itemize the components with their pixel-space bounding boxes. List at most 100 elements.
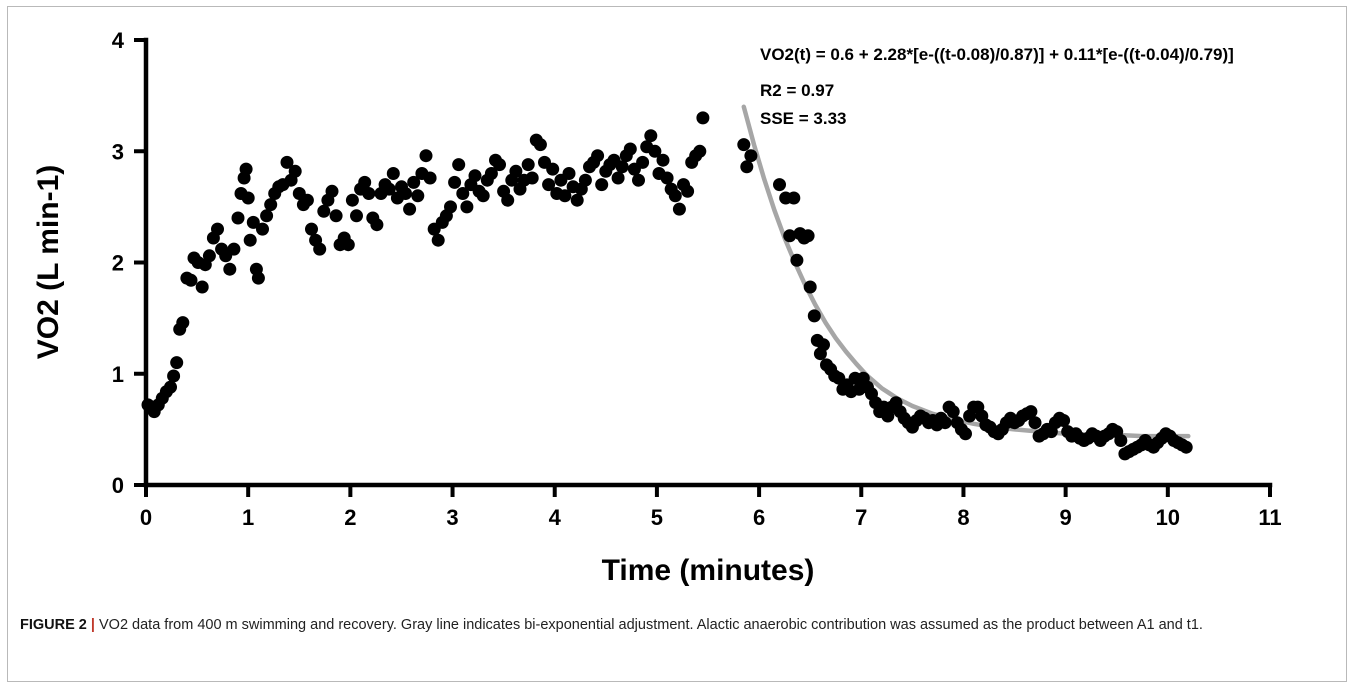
data-point xyxy=(241,191,255,205)
data-point xyxy=(611,171,625,185)
data-point xyxy=(370,218,384,232)
data-point xyxy=(787,191,801,205)
data-point xyxy=(533,138,547,152)
data-point xyxy=(632,173,645,187)
data-point xyxy=(288,164,302,178)
caption-separator: | xyxy=(90,617,95,633)
data-point xyxy=(362,187,376,200)
data-point xyxy=(1028,416,1042,430)
y-tick-label: 0 xyxy=(112,473,124,498)
data-point xyxy=(227,242,241,256)
data-point xyxy=(452,158,466,172)
data-point xyxy=(407,175,421,189)
figure-caption: FIGURE 2 | VO2 data from 400 m swimming … xyxy=(20,615,1330,636)
fit-curve-layer xyxy=(741,104,1191,439)
data-point xyxy=(231,211,245,225)
data-point xyxy=(460,200,474,214)
data-point xyxy=(693,144,707,158)
data-point xyxy=(562,167,576,180)
x-tick-label: 11 xyxy=(1258,505,1281,530)
data-point xyxy=(164,380,177,394)
data-point xyxy=(300,193,314,207)
data-point xyxy=(501,193,515,207)
data-point xyxy=(170,356,184,370)
data-point xyxy=(239,162,253,176)
data-point xyxy=(660,171,674,185)
data-point xyxy=(350,209,363,223)
x-tick-label: 10 xyxy=(1156,505,1180,530)
data-point xyxy=(790,253,804,267)
data-point xyxy=(246,215,260,229)
data-point xyxy=(456,187,470,200)
data-point xyxy=(195,280,209,294)
vo2-chart: 0 1 2 3 4 5 6 7 8 9 10 11 0 1 2 3 4 Time (minutes) VO2 (… xyxy=(32,28,1282,587)
axes-layer xyxy=(134,37,1273,497)
data-point xyxy=(615,160,629,174)
data-point xyxy=(243,233,257,247)
data-point xyxy=(341,238,355,252)
y-tick-label: 3 xyxy=(112,139,124,164)
fit-curve xyxy=(741,104,1191,439)
x-tick-label: 1 xyxy=(242,505,254,530)
data-point xyxy=(313,242,327,256)
data-point xyxy=(211,222,224,236)
x-tick-label: 2 xyxy=(344,505,356,530)
x-tick-label: 9 xyxy=(1060,505,1072,530)
data-point xyxy=(468,169,482,183)
data-point xyxy=(403,202,417,216)
data-point xyxy=(803,280,817,294)
data-point xyxy=(184,273,198,287)
x-axis-title: Time (minutes) xyxy=(602,554,815,587)
y-tick-label: 1 xyxy=(112,362,124,387)
data-point xyxy=(509,164,523,178)
data-point xyxy=(807,309,821,323)
data-point xyxy=(260,209,274,223)
data-point xyxy=(740,160,754,174)
data-point xyxy=(358,175,372,189)
data-point xyxy=(256,222,269,236)
data-point xyxy=(558,189,572,203)
data-points-layer xyxy=(141,111,1193,461)
data-point xyxy=(423,171,437,185)
data-point xyxy=(382,182,396,196)
data-point xyxy=(773,178,786,192)
data-point xyxy=(525,171,539,185)
x-tick-label: 5 xyxy=(651,505,663,530)
x-tick-label: 8 xyxy=(957,505,969,530)
data-point xyxy=(1179,440,1193,454)
data-point xyxy=(325,184,339,198)
data-point xyxy=(280,155,294,169)
data-point xyxy=(305,222,318,236)
tick-labels-layer: 0 1 2 3 4 5 6 7 8 9 10 11 0 1 2 3 4 xyxy=(112,28,1282,530)
data-point xyxy=(521,158,535,172)
data-point xyxy=(329,209,343,223)
data-point xyxy=(251,271,265,285)
data-point xyxy=(223,262,237,276)
data-point xyxy=(570,193,584,207)
data-point xyxy=(938,416,952,430)
data-point xyxy=(399,187,412,200)
data-point xyxy=(411,189,425,203)
caption-text: VO2 data from 400 m swimming and recover… xyxy=(99,617,1203,633)
data-point xyxy=(623,142,637,156)
data-point xyxy=(595,178,609,192)
data-point xyxy=(591,149,605,163)
data-point xyxy=(476,189,490,203)
data-point xyxy=(959,427,972,441)
data-point xyxy=(648,144,662,158)
fit-r-squared: R2 = 0.97 xyxy=(760,81,834,100)
data-point xyxy=(167,369,181,383)
data-point xyxy=(1057,414,1071,427)
data-point xyxy=(801,229,815,243)
data-point xyxy=(1114,434,1128,447)
data-point xyxy=(744,149,758,163)
data-point xyxy=(444,200,457,214)
caption-label: FIGURE 2 xyxy=(20,617,87,633)
y-tick-label: 2 xyxy=(112,251,124,276)
data-point xyxy=(644,129,658,143)
x-tick-label: 6 xyxy=(753,505,765,530)
data-point xyxy=(817,338,830,352)
data-point xyxy=(737,138,751,152)
x-tick-label: 3 xyxy=(446,505,458,530)
figure-frame xyxy=(7,6,1347,682)
